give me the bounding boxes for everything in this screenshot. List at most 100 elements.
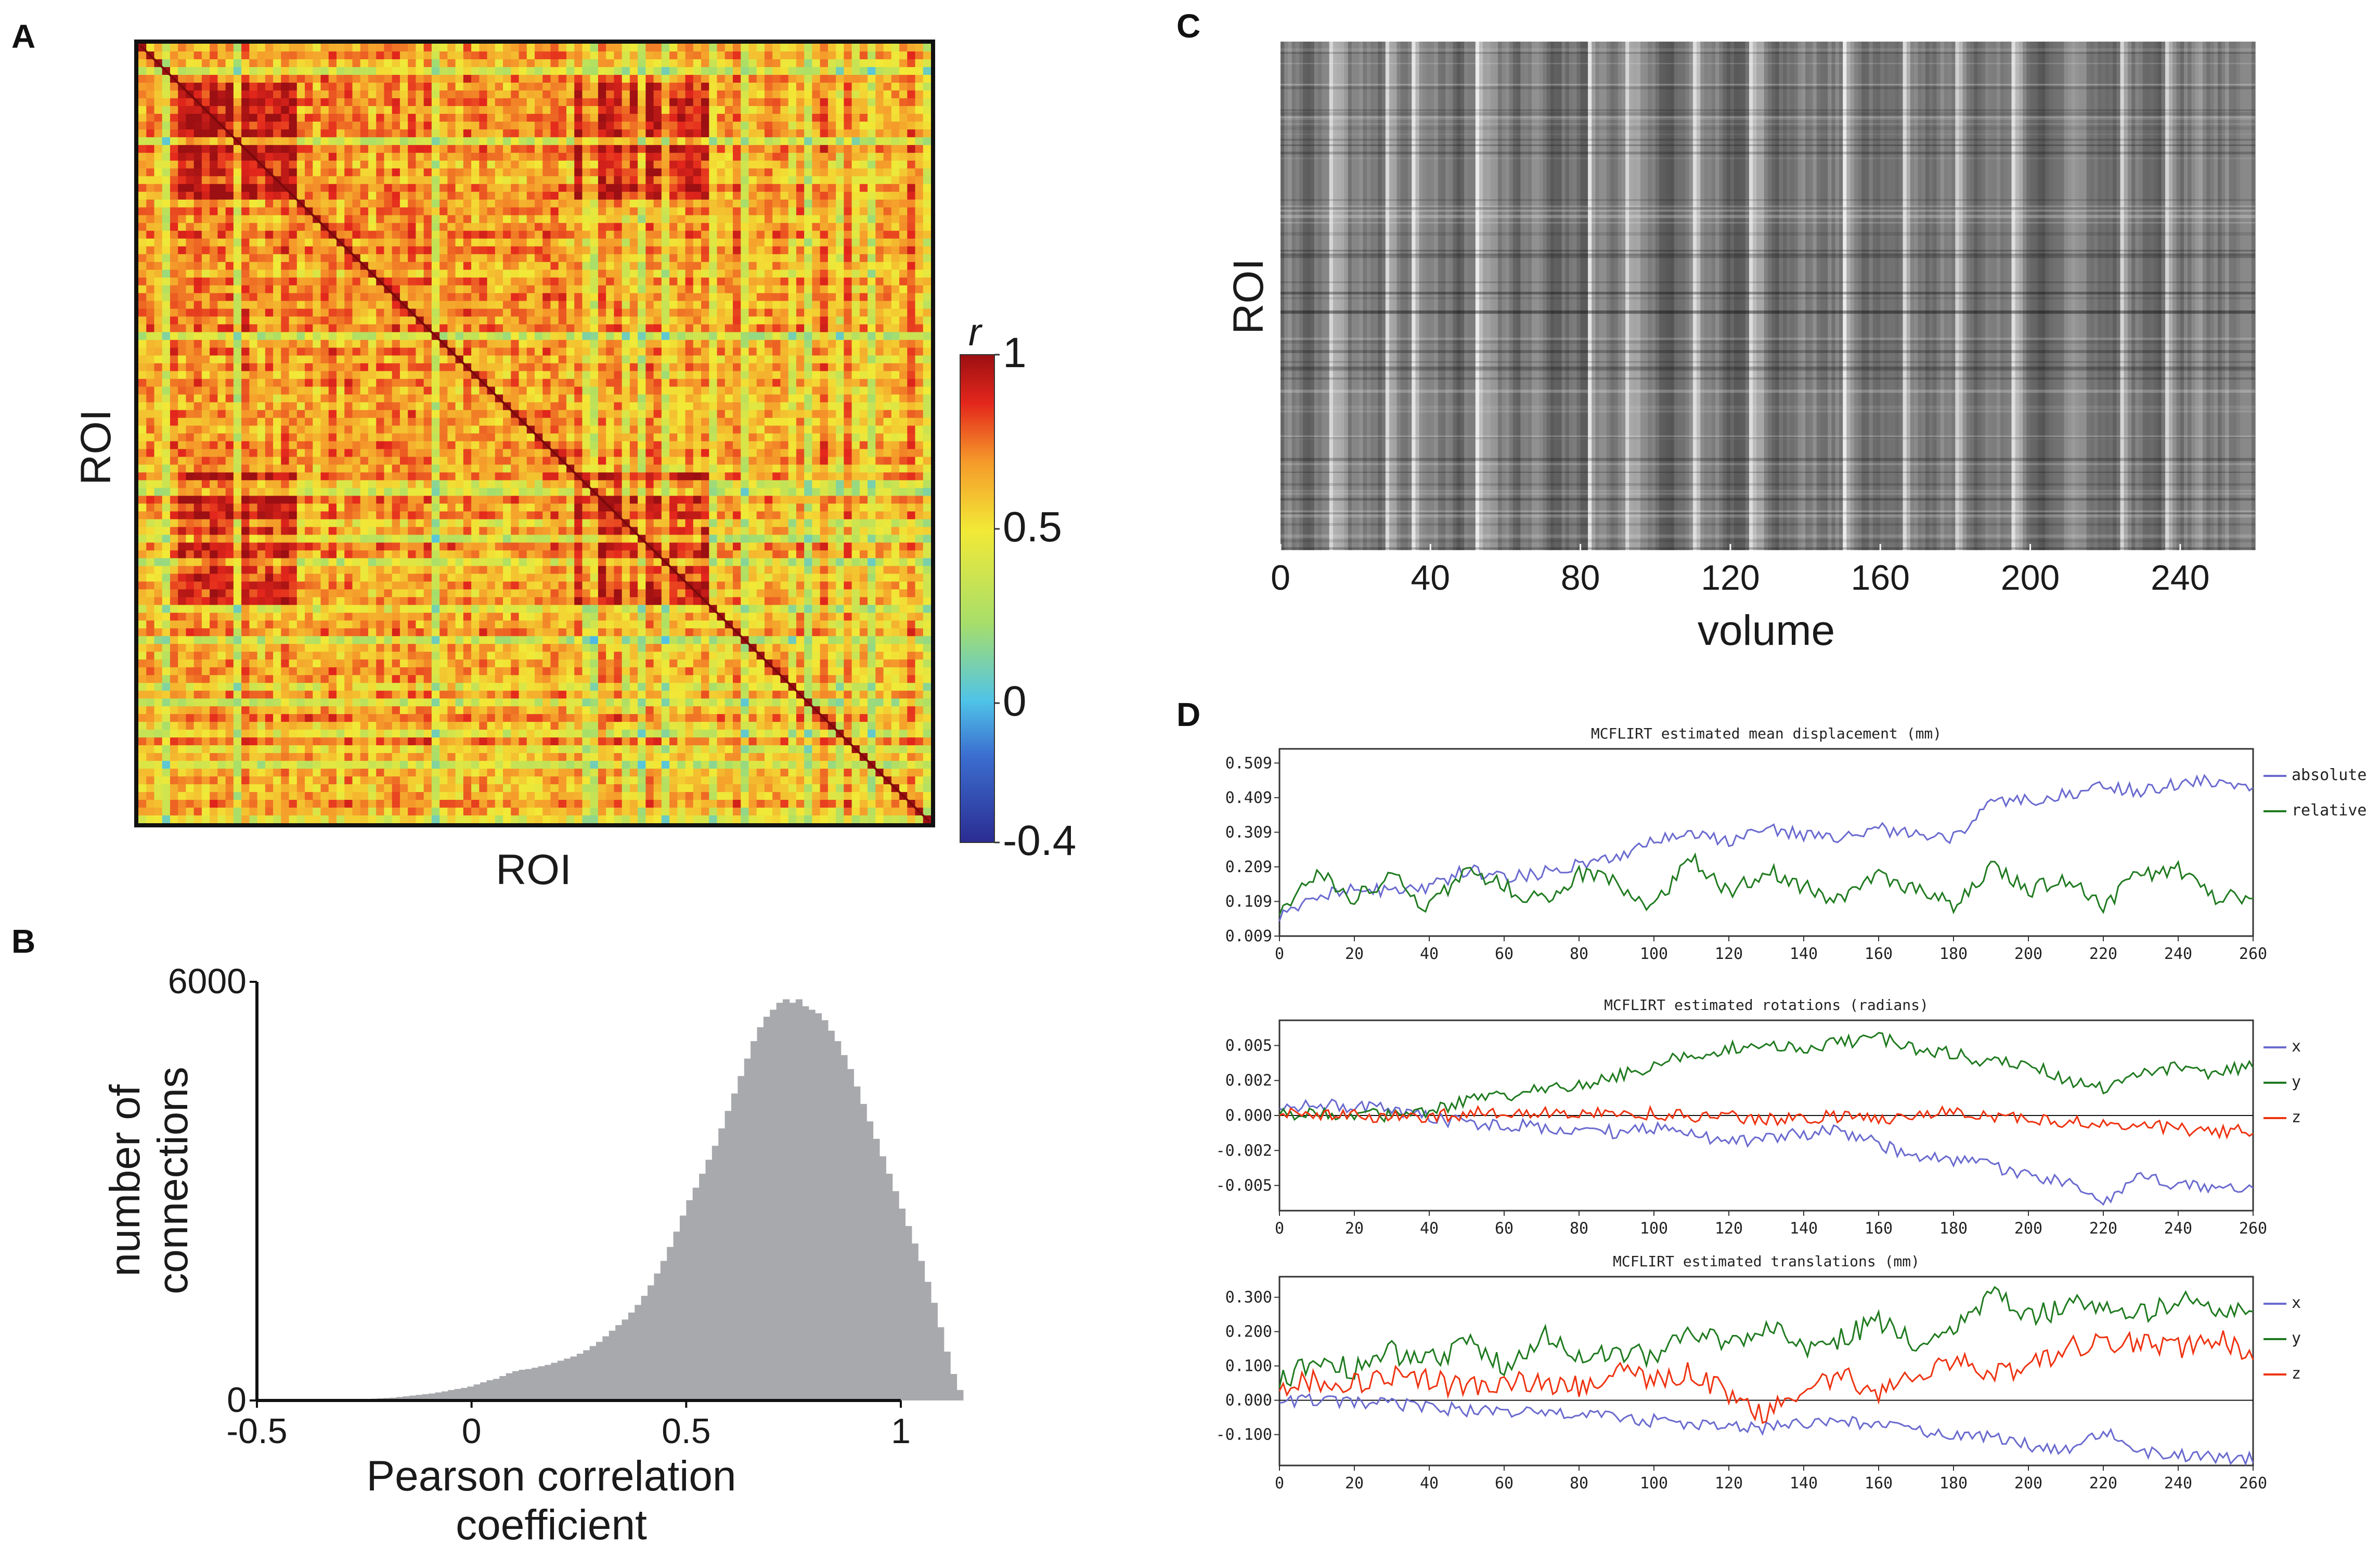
heatmap-cell xyxy=(535,262,543,270)
heatmap-cell xyxy=(677,199,686,208)
heatmap-cell xyxy=(313,67,321,75)
heatmap-cell xyxy=(328,121,337,130)
heatmap-cell xyxy=(423,82,432,91)
heatmap-cell xyxy=(868,308,876,317)
heatmap-cell xyxy=(431,269,440,278)
heatmap-cell xyxy=(352,285,361,294)
heatmap-cell xyxy=(439,347,448,356)
heatmap-cell xyxy=(574,129,583,138)
heatmap-cell xyxy=(606,402,614,411)
heatmap-cell xyxy=(225,301,234,309)
heatmap-cell xyxy=(756,285,765,294)
heatmap-cell xyxy=(883,98,892,107)
heatmap-cell xyxy=(606,184,614,192)
heatmap-cell xyxy=(233,59,242,68)
heatmap-cell xyxy=(233,402,242,411)
heatmap-cell xyxy=(796,184,805,192)
heatmap-cell xyxy=(455,207,464,216)
heatmap-cell xyxy=(352,168,361,177)
heatmap-cell xyxy=(455,51,464,60)
heatmap-cell xyxy=(653,238,662,247)
heatmap-cell xyxy=(764,402,773,411)
heatmap-cell xyxy=(241,113,250,122)
heatmap-cell xyxy=(756,277,765,286)
heatmap-cell xyxy=(550,363,559,372)
heatmap-cell xyxy=(320,44,329,52)
heatmap-cell xyxy=(154,355,163,364)
heatmap-cell xyxy=(439,386,448,395)
heatmap-cell xyxy=(804,293,812,302)
heatmap-cell xyxy=(408,59,416,68)
heatmap-cell xyxy=(408,301,416,309)
heatmap-cell xyxy=(178,301,187,309)
heatmap-cell xyxy=(772,215,781,224)
heatmap-cell xyxy=(463,246,472,255)
heatmap-cell xyxy=(186,402,195,411)
heatmap-cell xyxy=(526,262,535,270)
heatmap-cell xyxy=(439,145,448,153)
heatmap-cell xyxy=(186,347,195,356)
heatmap-cell xyxy=(431,386,440,395)
heatmap-cell xyxy=(344,230,353,239)
heatmap-cell xyxy=(859,168,868,177)
heatmap-cell xyxy=(463,184,472,192)
heatmap-cell xyxy=(590,410,599,419)
heatmap-cell xyxy=(455,347,464,356)
heatmap-cell xyxy=(360,176,369,185)
heatmap-cell xyxy=(629,262,638,270)
heatmap-cell xyxy=(392,285,400,294)
heatmap-cell xyxy=(661,168,670,177)
heatmap-cell xyxy=(392,145,400,153)
heatmap-cell xyxy=(820,379,829,387)
heatmap-cell xyxy=(511,269,520,278)
heatmap-cell xyxy=(566,90,575,99)
heatmap-cell xyxy=(550,340,559,348)
heatmap-cell xyxy=(479,145,488,153)
heatmap-cell xyxy=(836,160,844,169)
heatmap-cell xyxy=(701,355,709,364)
heatmap-cell xyxy=(265,98,274,107)
heatmap-cell xyxy=(225,254,234,263)
heatmap-cell xyxy=(455,191,464,200)
heatmap-cell xyxy=(653,184,662,192)
heatmap-cell xyxy=(780,223,789,231)
heatmap-cell xyxy=(693,176,702,185)
heatmap-cell xyxy=(225,176,234,185)
heatmap-cell xyxy=(859,386,868,395)
heatmap-cell xyxy=(875,371,884,380)
heatmap-cell xyxy=(709,199,718,208)
heatmap-cell xyxy=(709,82,718,91)
heatmap-cell xyxy=(899,324,908,333)
heatmap-cell xyxy=(495,308,503,317)
heatmap-cell xyxy=(733,51,741,60)
heatmap-cell xyxy=(296,207,305,216)
heatmap-cell xyxy=(178,145,187,153)
heatmap-cell xyxy=(741,301,749,309)
heatmap-cell xyxy=(733,379,741,387)
heatmap-cell xyxy=(170,98,178,107)
heatmap-cell xyxy=(598,246,606,255)
heatmap-cell xyxy=(804,98,812,107)
heatmap-cell xyxy=(535,293,543,302)
heatmap-cell xyxy=(693,285,702,294)
heatmap-cell xyxy=(923,215,932,224)
heatmap-cell xyxy=(296,363,305,372)
heatmap-cell xyxy=(685,121,694,130)
heatmap-cell xyxy=(495,277,503,286)
heatmap-cell xyxy=(685,410,694,419)
heatmap-cell xyxy=(614,137,623,146)
heatmap-cell xyxy=(812,113,821,122)
heatmap-cell xyxy=(733,316,741,325)
heatmap-cell xyxy=(503,199,511,208)
heatmap-cell xyxy=(479,113,488,122)
heatmap-cell xyxy=(677,98,686,107)
heatmap-cell xyxy=(812,44,821,52)
heatmap-cell xyxy=(827,113,836,122)
heatmap-cell xyxy=(352,394,361,403)
heatmap-cell xyxy=(186,44,195,52)
heatmap-cell xyxy=(265,262,274,270)
heatmap-cell xyxy=(812,137,821,146)
heatmap-cell xyxy=(305,152,313,161)
heatmap-cell xyxy=(899,59,908,68)
heatmap-cell xyxy=(851,67,860,75)
